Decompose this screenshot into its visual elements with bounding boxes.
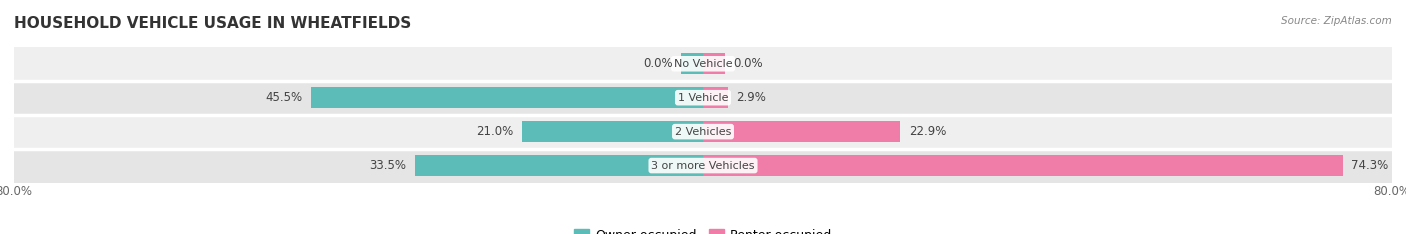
- Bar: [14, 115, 1392, 149]
- Text: 0.0%: 0.0%: [643, 57, 673, 70]
- Bar: [14, 81, 1392, 115]
- Text: 22.9%: 22.9%: [908, 125, 946, 138]
- Text: 45.5%: 45.5%: [266, 91, 302, 104]
- Bar: [14, 149, 1392, 183]
- Bar: [14, 47, 1392, 81]
- Bar: [311, 87, 703, 108]
- Legend: Owner-occupied, Renter-occupied: Owner-occupied, Renter-occupied: [568, 224, 838, 234]
- Text: 1 Vehicle: 1 Vehicle: [678, 93, 728, 103]
- Bar: [703, 53, 724, 74]
- Bar: [703, 87, 728, 108]
- Bar: [703, 121, 900, 142]
- Text: 74.3%: 74.3%: [1351, 159, 1389, 172]
- Text: No Vehicle: No Vehicle: [673, 59, 733, 69]
- Text: 0.0%: 0.0%: [733, 57, 763, 70]
- Text: 21.0%: 21.0%: [477, 125, 513, 138]
- Text: HOUSEHOLD VEHICLE USAGE IN WHEATFIELDS: HOUSEHOLD VEHICLE USAGE IN WHEATFIELDS: [14, 16, 412, 31]
- Text: 3 or more Vehicles: 3 or more Vehicles: [651, 161, 755, 171]
- Text: 33.5%: 33.5%: [368, 159, 406, 172]
- Bar: [703, 155, 1343, 176]
- Text: 2 Vehicles: 2 Vehicles: [675, 127, 731, 137]
- Bar: [522, 121, 703, 142]
- Bar: [415, 155, 703, 176]
- Text: 2.9%: 2.9%: [737, 91, 766, 104]
- Text: Source: ZipAtlas.com: Source: ZipAtlas.com: [1281, 16, 1392, 26]
- Bar: [682, 53, 703, 74]
